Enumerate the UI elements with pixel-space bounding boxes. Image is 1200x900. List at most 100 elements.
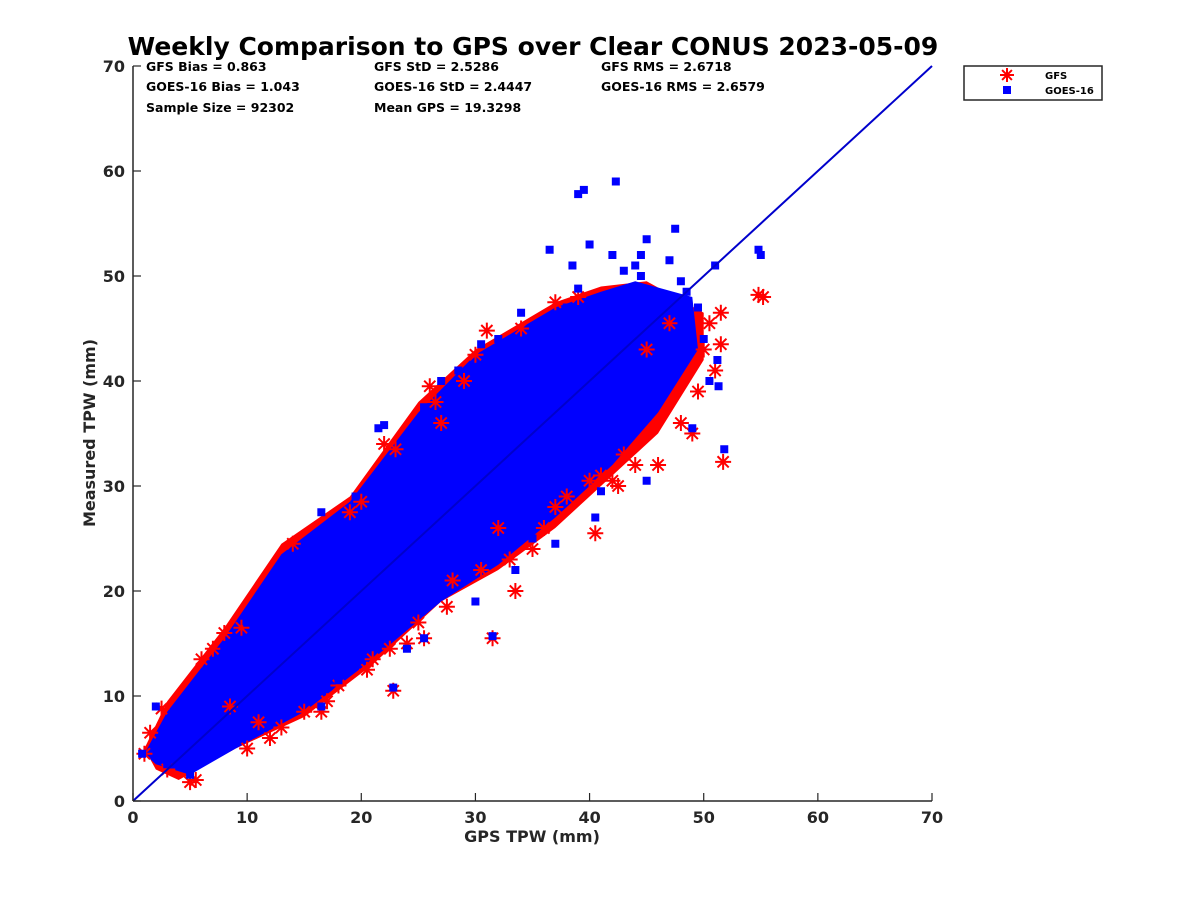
goes-16-series bbox=[138, 177, 765, 779]
gfs-point bbox=[319, 693, 336, 710]
goes-16-point bbox=[374, 424, 383, 433]
goes-16-point bbox=[163, 760, 172, 769]
goes-16-point bbox=[265, 713, 274, 721]
x-tick-label: 60 bbox=[807, 808, 829, 827]
goes-16-point bbox=[568, 261, 577, 270]
goes-16-point bbox=[539, 319, 548, 328]
gfs-point bbox=[433, 415, 450, 431]
goes-16-point bbox=[631, 261, 640, 270]
gfs-point bbox=[684, 425, 701, 442]
y-tick-label: 30 bbox=[103, 477, 125, 496]
stat-r0-c2: GFS RMS = 2.6718 bbox=[601, 59, 732, 74]
goes-16-point bbox=[591, 513, 600, 522]
gfs-point bbox=[187, 772, 204, 788]
goes-16-point bbox=[756, 251, 765, 259]
goes-16-point bbox=[671, 224, 680, 233]
gfs-point bbox=[330, 677, 347, 694]
gfs-point bbox=[467, 346, 484, 363]
stat-r1-c1: GOES-16 StD = 2.4447 bbox=[374, 79, 532, 94]
goes-16-point bbox=[380, 421, 389, 430]
goes-16-point bbox=[659, 345, 668, 354]
goes-16-point bbox=[389, 683, 398, 692]
y-axis-ticks: 0 10 20 30 40 50 60 70 bbox=[103, 57, 141, 811]
goes-16-point bbox=[138, 749, 147, 758]
goes-16-point bbox=[186, 770, 195, 779]
gfs-point bbox=[712, 304, 729, 321]
gfs-point bbox=[650, 457, 667, 473]
goes-16-point bbox=[220, 644, 229, 653]
goes-16-point bbox=[477, 340, 486, 349]
goes-16-point bbox=[420, 403, 429, 412]
legend-label-gfs: GFS bbox=[1045, 71, 1067, 82]
goes-16-point bbox=[528, 534, 537, 543]
one-to-one-reference-line bbox=[132, 65, 933, 802]
y-tick-label: 50 bbox=[103, 267, 125, 286]
gfs-point bbox=[182, 774, 199, 791]
gfs-point bbox=[690, 383, 707, 400]
stat-r0-c0: GFS Bias = 0.863 bbox=[146, 59, 267, 74]
gfs-point bbox=[547, 294, 564, 311]
x-tick-label: 50 bbox=[693, 808, 715, 827]
gfs-point bbox=[707, 362, 724, 379]
gfs-point bbox=[715, 453, 732, 470]
gfs-point bbox=[438, 598, 455, 615]
gfs-point bbox=[261, 730, 278, 746]
gfs-point bbox=[712, 336, 729, 353]
goes-16-point bbox=[665, 256, 674, 265]
y-tick-label: 20 bbox=[103, 582, 125, 601]
gfs-point bbox=[661, 315, 678, 332]
goes-16-point bbox=[619, 266, 628, 275]
x-tick-label: 0 bbox=[127, 808, 138, 827]
goes-16-point bbox=[454, 366, 463, 375]
goes-16-point bbox=[494, 335, 503, 343]
gfs-point bbox=[284, 535, 301, 552]
goes-16-point bbox=[642, 235, 651, 244]
goes-16-density-band bbox=[144, 281, 699, 775]
goes-16-point bbox=[636, 272, 645, 280]
goes-16-point bbox=[471, 597, 480, 606]
gfs-point bbox=[755, 289, 772, 305]
gfs-point bbox=[695, 341, 712, 358]
stat-r0-c1: GFS StD = 2.5286 bbox=[374, 59, 499, 74]
goes-16-point bbox=[579, 185, 588, 194]
gfs-point bbox=[239, 740, 256, 757]
gfs-point bbox=[398, 635, 415, 652]
goes-16-point bbox=[636, 251, 645, 259]
gfs-point bbox=[535, 520, 552, 536]
legend-goes-16-marker bbox=[1003, 86, 1011, 94]
goes-16-point bbox=[754, 245, 763, 254]
y-tick-label: 70 bbox=[103, 57, 125, 76]
gfs-point bbox=[421, 378, 438, 395]
goes-16-point bbox=[511, 566, 520, 574]
goes-16-point bbox=[574, 190, 583, 199]
y-tick-label: 60 bbox=[103, 162, 125, 181]
gfs-point bbox=[250, 714, 267, 731]
gfs-point bbox=[427, 394, 444, 410]
stat-r1-c2: GOES-16 RMS = 2.6579 bbox=[601, 79, 765, 94]
stat-r1-c0: GOES-16 Bias = 1.043 bbox=[146, 79, 300, 94]
y-tick-label: 40 bbox=[103, 372, 125, 391]
gfs-point bbox=[381, 640, 398, 657]
gfs-point bbox=[387, 441, 404, 458]
gfs-point bbox=[581, 472, 598, 489]
goes-16-point bbox=[243, 618, 252, 627]
gfs-point bbox=[142, 724, 159, 741]
goes-16-point bbox=[676, 277, 685, 286]
gfs-point bbox=[672, 415, 689, 431]
x-tick-label: 10 bbox=[236, 808, 258, 827]
gfs-point bbox=[490, 520, 507, 536]
goes-16-point bbox=[317, 508, 326, 517]
goes-16-point bbox=[488, 632, 497, 641]
gfs-point bbox=[376, 436, 393, 452]
gfs-point bbox=[444, 572, 461, 589]
x-tick-label: 40 bbox=[578, 808, 600, 827]
goes-16-point bbox=[288, 555, 297, 564]
goes-16-point bbox=[585, 240, 594, 249]
gfs-point bbox=[216, 625, 233, 641]
goes-16-point bbox=[334, 676, 343, 685]
goes-16-point bbox=[351, 492, 360, 501]
gfs-point bbox=[410, 614, 427, 631]
gfs-point bbox=[587, 525, 604, 542]
gfs-point bbox=[222, 698, 239, 715]
